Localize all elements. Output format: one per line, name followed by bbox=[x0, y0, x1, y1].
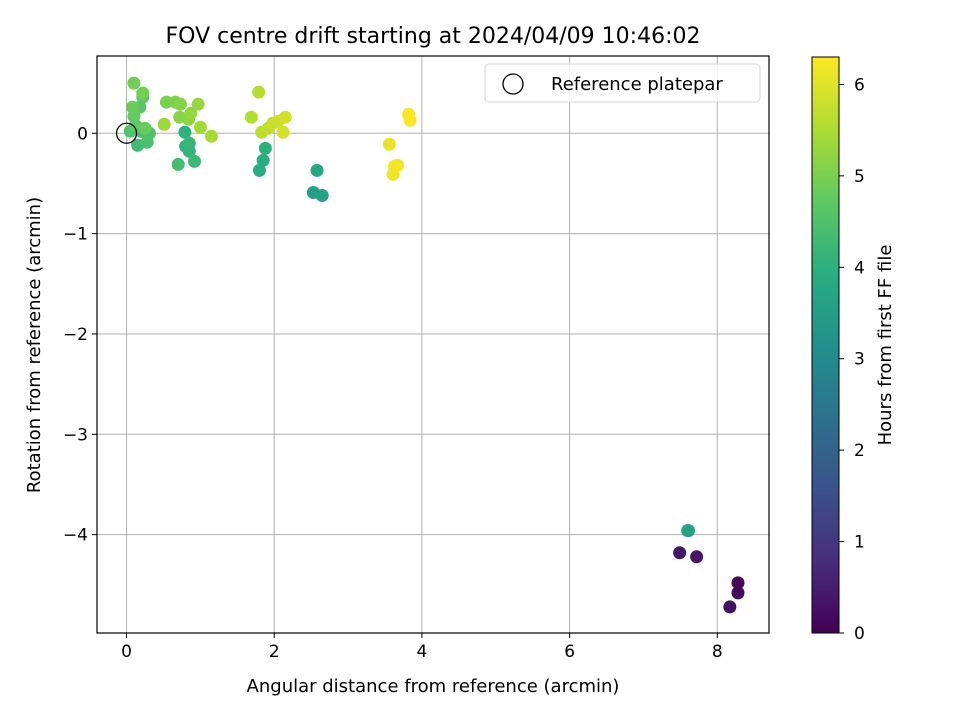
data-point bbox=[171, 157, 185, 171]
data-point bbox=[252, 85, 266, 99]
legend-marker-reference bbox=[502, 73, 524, 95]
colorbar-gradient bbox=[811, 56, 840, 634]
data-point bbox=[731, 576, 745, 590]
x-tick-label: 6 bbox=[564, 642, 575, 662]
x-tick-label: 2 bbox=[269, 642, 280, 662]
colorbar-tick-label: 1 bbox=[854, 533, 865, 553]
y-tick-label: −2 bbox=[63, 325, 88, 345]
y-tick-label: −4 bbox=[63, 526, 88, 546]
plot-frame bbox=[96, 55, 770, 634]
x-axis-ticks: 0 2 4 6 8 bbox=[121, 633, 723, 662]
reference-point bbox=[115, 122, 138, 144]
data-point bbox=[244, 110, 258, 124]
data-points bbox=[115, 76, 745, 614]
data-point bbox=[136, 86, 150, 100]
data-point bbox=[193, 120, 207, 134]
data-point bbox=[315, 188, 329, 202]
colorbar-tick-label: 5 bbox=[854, 167, 865, 187]
x-axis-label: Angular distance from reference (arcmin) bbox=[247, 676, 620, 697]
data-point bbox=[187, 154, 201, 168]
data-point bbox=[276, 125, 290, 139]
data-point bbox=[673, 546, 687, 560]
data-point bbox=[191, 97, 205, 111]
colorbar-tick-label: 6 bbox=[854, 75, 865, 95]
y-axis-ticks: 0 −1 −2 −3 −4 bbox=[63, 124, 97, 546]
data-point bbox=[310, 163, 324, 177]
data-point bbox=[204, 129, 218, 143]
data-point bbox=[690, 550, 704, 564]
y-tick-label: −1 bbox=[63, 225, 88, 245]
data-point bbox=[173, 97, 187, 111]
colorbar-tick-label: 0 bbox=[854, 624, 865, 644]
colorbar-tick-label: 4 bbox=[854, 258, 865, 278]
y-tick-label: 0 bbox=[77, 124, 88, 144]
x-tick-label: 4 bbox=[417, 642, 428, 662]
x-tick-label: 0 bbox=[121, 642, 132, 662]
data-point bbox=[391, 158, 405, 172]
data-point bbox=[278, 110, 292, 124]
data-point bbox=[252, 163, 266, 177]
colorbar: 0 1 2 3 4 5 6 Hours from first FF file bbox=[811, 56, 896, 644]
legend-label-reference: Reference platepar bbox=[551, 74, 723, 95]
data-point bbox=[258, 141, 272, 155]
colorbar-label: Hours from first FF file bbox=[875, 245, 896, 446]
data-point bbox=[382, 137, 396, 151]
data-point bbox=[178, 125, 192, 139]
data-point bbox=[256, 153, 270, 167]
data-point bbox=[138, 121, 152, 135]
y-axis-label: Rotation from reference (arcmin) bbox=[24, 197, 45, 493]
data-point bbox=[682, 524, 696, 538]
data-point bbox=[723, 600, 737, 614]
data-point bbox=[125, 100, 139, 114]
grid-lines bbox=[97, 56, 769, 633]
data-point bbox=[127, 76, 141, 90]
colorbar-tick-label: 3 bbox=[854, 350, 865, 370]
colorbar-tick-label: 2 bbox=[854, 441, 865, 461]
data-point bbox=[403, 113, 417, 127]
legend-box bbox=[484, 63, 761, 103]
x-tick-label: 8 bbox=[712, 642, 723, 662]
data-point bbox=[182, 136, 196, 150]
data-point bbox=[157, 117, 171, 131]
colorbar-ticks: 0 1 2 3 4 5 6 bbox=[839, 75, 865, 644]
legend: Reference platepar bbox=[484, 63, 761, 103]
data-point bbox=[184, 106, 198, 120]
y-tick-label: −3 bbox=[63, 425, 88, 445]
chart-title: FOV centre drift starting at 2024/04/09 … bbox=[166, 24, 701, 49]
data-point bbox=[731, 586, 745, 600]
